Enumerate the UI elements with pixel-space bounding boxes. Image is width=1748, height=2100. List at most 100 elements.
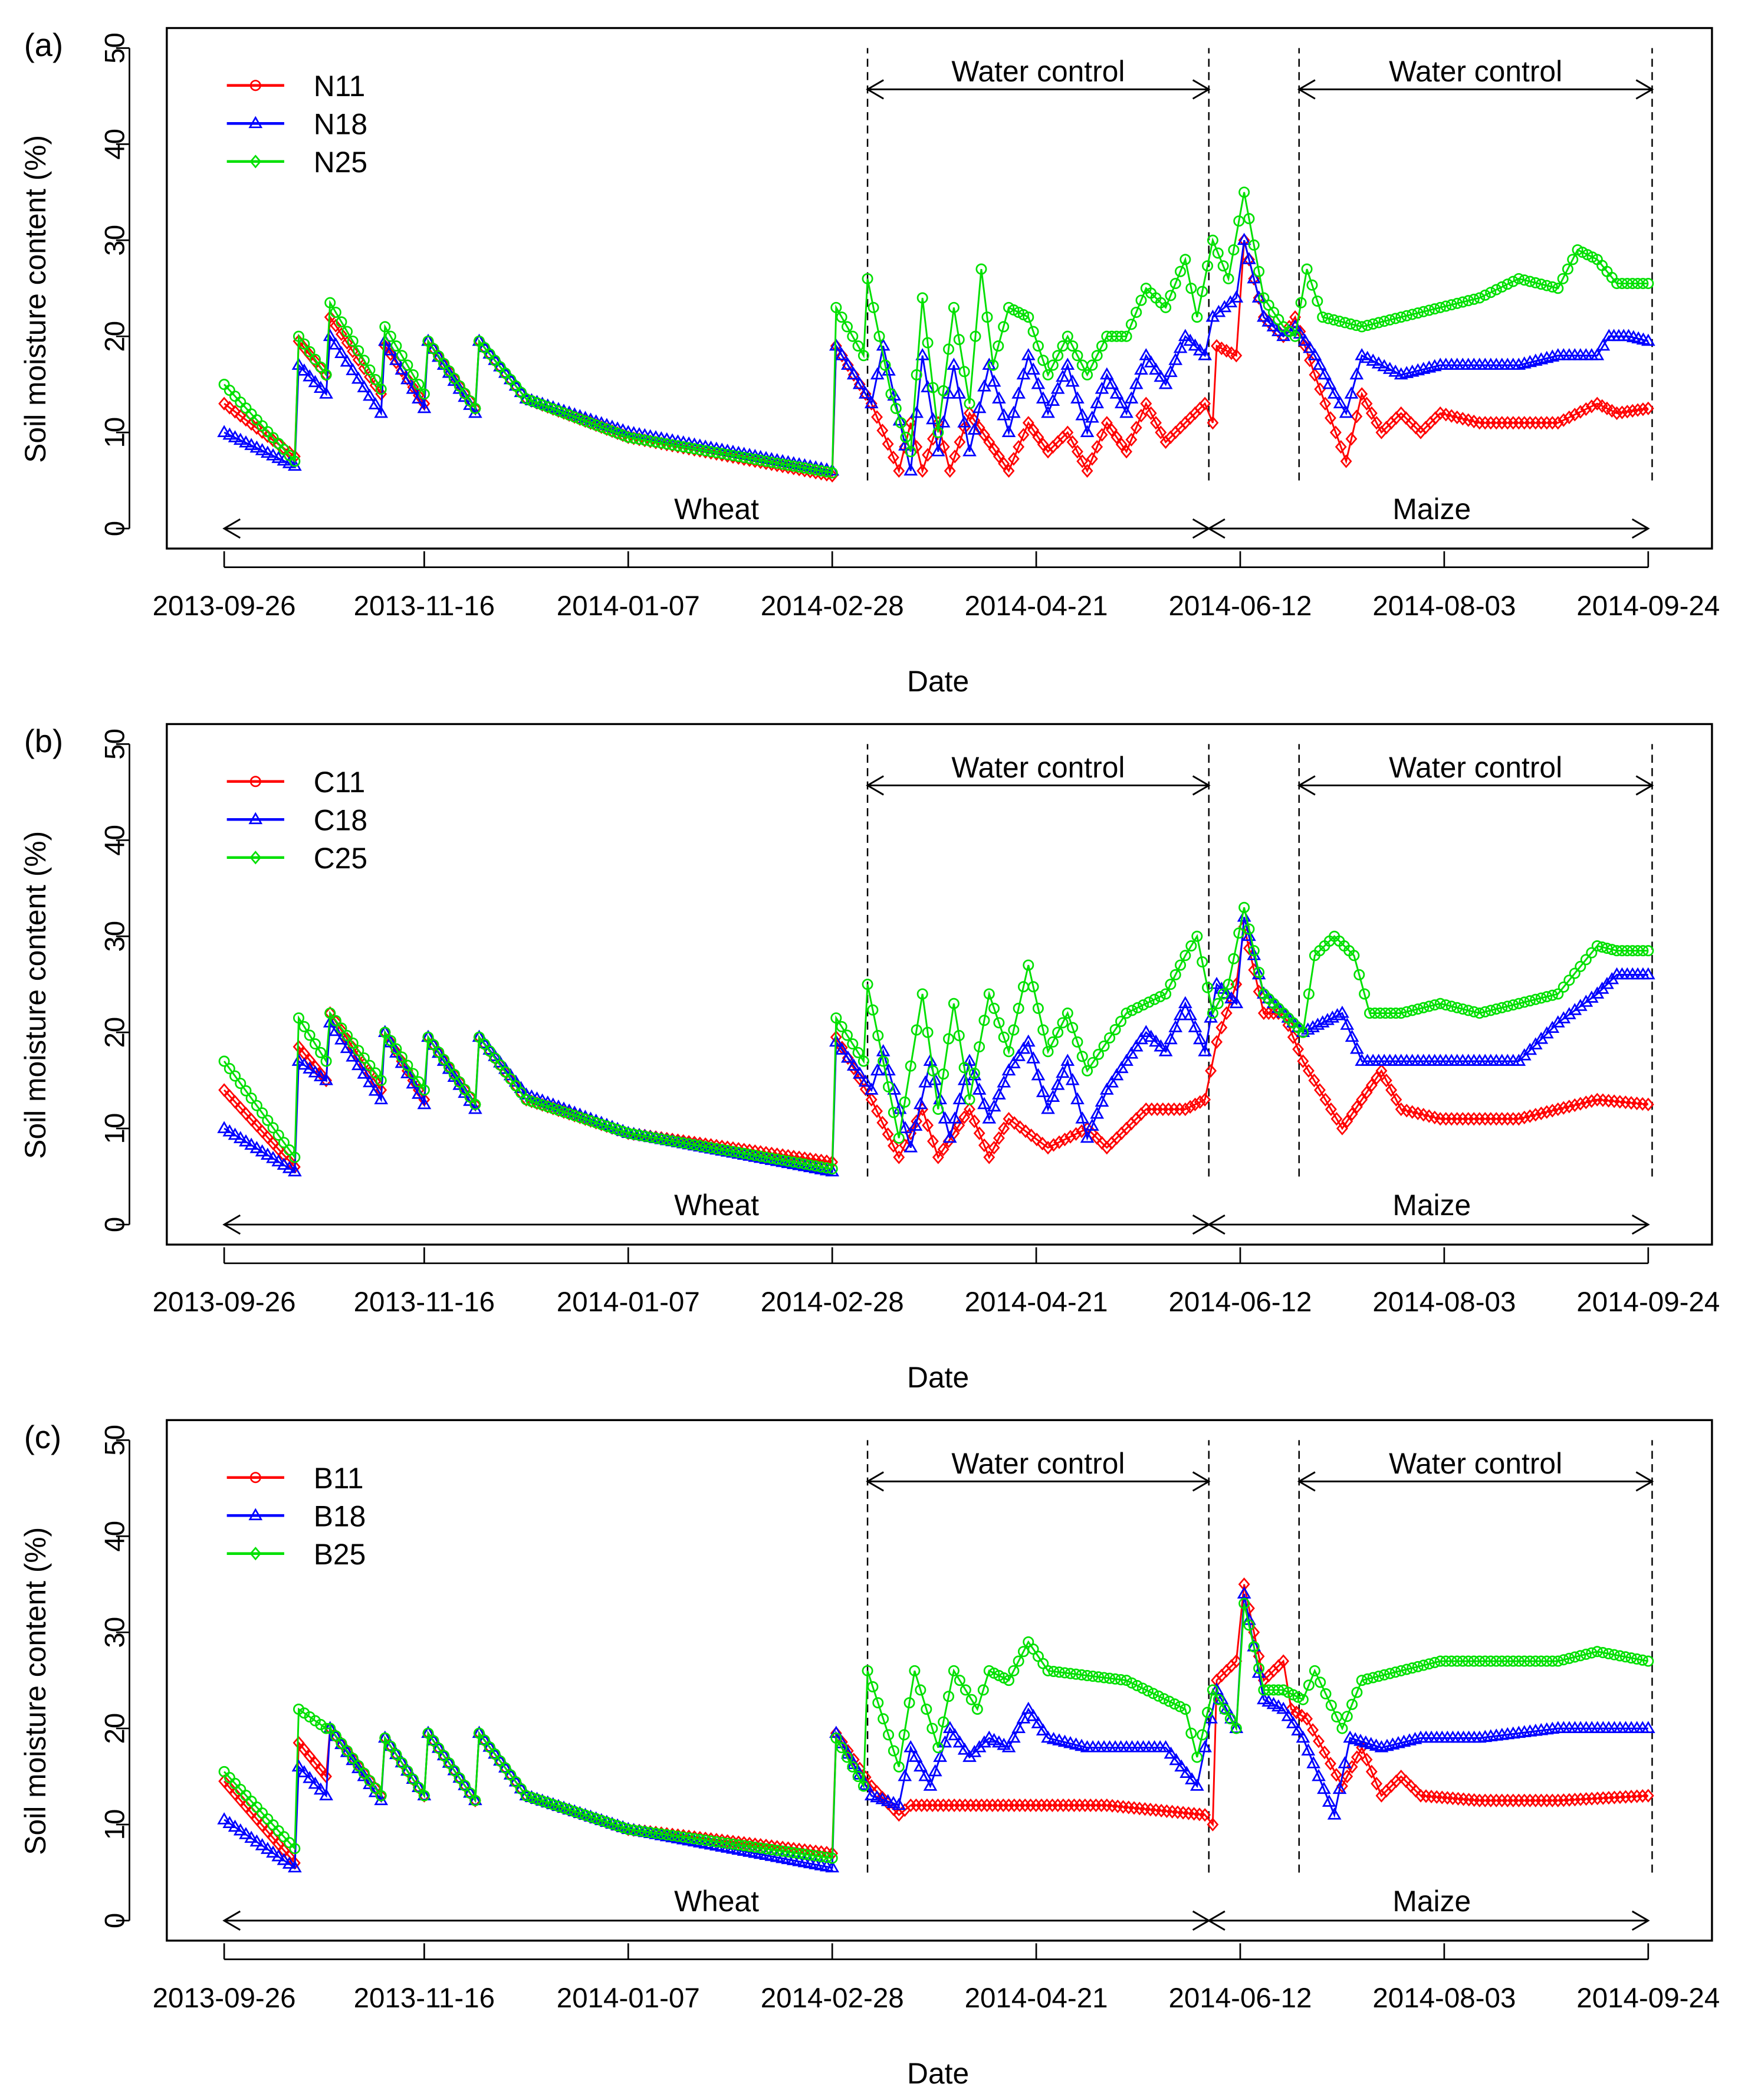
data-point-c25 [666,1135,678,1147]
y-tick-label: 40 [99,825,130,856]
data-point-n11 [1007,452,1020,466]
data-point-b25 [749,1842,761,1853]
data-point-b18 [357,1768,372,1781]
data-point-b18 [255,1838,270,1850]
data-point-c25 [606,1122,618,1134]
data-point-n25 [353,345,364,357]
data-point-b25 [1346,1698,1358,1710]
data-point-n11 [1329,425,1342,439]
maize-label: Maize [1392,1885,1471,1918]
data-point-c25 [1185,940,1197,952]
data-point-b25 [569,1806,580,1817]
data-point-n11 [1616,405,1628,419]
data-point-b25 [1082,1669,1093,1681]
data-point-n25 [868,301,879,313]
legend: B11 B18 B25 [226,1462,366,1571]
data-point-c25 [622,1127,634,1139]
data-point-n25 [716,448,728,460]
data-point-c11 [968,1114,981,1128]
data-point-c25 [484,1045,495,1057]
data-point-b25 [1463,1655,1474,1667]
data-point-c18 [1070,1092,1085,1105]
data-point-n18 [1134,362,1148,375]
data-point-n18 [1099,367,1114,380]
data-point-c25 [224,1063,235,1075]
data-point-n11 [1580,402,1592,416]
data-point-c18 [1340,1018,1355,1030]
maize-label: Maize [1392,493,1471,526]
data-point-b25 [1535,1655,1547,1667]
data-point-b18 [493,1753,507,1766]
data-point-c25 [612,1124,623,1136]
data-point-b18 [412,1780,426,1793]
data-point-c25 [590,1117,602,1128]
x-tick-label: 2013-11-16 [354,1983,495,2014]
data-point-n25 [1642,278,1654,290]
data-point-c18 [1041,1101,1055,1114]
data-point-c25 [428,1039,439,1051]
legend-marker-icon [249,1547,262,1561]
data-point-n18 [271,451,286,463]
data-point-n11 [1230,349,1243,363]
data-point-c25 [749,1150,761,1161]
data-point-c18 [351,1058,366,1071]
data-point-c18 [840,1050,855,1063]
data-point-n25 [1131,306,1142,318]
data-point-c25 [1067,1022,1079,1033]
data-point-n25 [1125,319,1137,330]
data-point-c25 [760,1151,772,1163]
data-point-b25 [1496,1655,1508,1667]
data-point-c25 [1385,1008,1397,1019]
data-point-b25 [525,1791,537,1803]
data-point-c11 [1361,1085,1373,1100]
data-point-c25 [278,1137,290,1149]
data-point-b25 [1104,1672,1116,1684]
plot-frame [166,27,1713,550]
data-point-c18 [903,1140,918,1153]
data-point-c18 [992,1087,1006,1100]
data-point-c18 [1210,977,1224,989]
data-point-b18 [928,1764,942,1777]
data-point-b25 [579,1809,591,1821]
data-point-c25 [948,998,960,1009]
data-point-c18 [1016,1041,1031,1054]
data-point-c18 [1026,1051,1040,1064]
data-point-n18 [514,385,528,398]
data-point-b18 [913,1759,928,1772]
data-point-n25 [788,460,800,472]
y-tick-label: 10 [99,1809,130,1840]
data-point-n18 [374,405,389,418]
data-point-n18 [244,438,259,450]
data-point-n11 [944,464,956,478]
data-point-b25 [862,1665,873,1676]
data-point-c18 [303,1061,317,1074]
data-point-n11 [1076,454,1089,468]
data-point-n25 [1062,330,1073,342]
data-point-n18 [947,357,961,370]
data-point-n25 [1434,301,1446,313]
data-point-c25 [1468,1006,1480,1018]
data-point-n18 [1288,319,1302,332]
data-point-n25 [443,365,455,377]
y-tick-label: 10 [99,1113,130,1144]
data-point-c25 [771,1153,783,1165]
data-point-c25 [1149,993,1161,1005]
data-point-n25 [1322,313,1334,324]
data-point-c18 [319,1072,333,1085]
x-tick-label: 2013-09-26 [153,1287,296,1318]
data-point-b25 [872,1697,884,1709]
data-point-n25 [777,458,788,470]
data-point-n25 [617,429,629,441]
data-point-c25 [738,1147,750,1159]
series-line-b25 [224,1603,1649,1859]
data-point-b18 [271,1849,286,1862]
data-point-c25 [836,1021,847,1032]
data-point-n25 [1507,275,1519,287]
data-point-c18 [923,1054,938,1066]
data-point-n11 [949,449,961,464]
data-point-n18 [936,415,951,428]
series-line-b11 [224,1584,1648,1865]
x-tick-label: 2014-09-24 [1576,1287,1720,1318]
data-point-n18 [255,443,270,455]
data-point-b25 [628,1824,640,1836]
